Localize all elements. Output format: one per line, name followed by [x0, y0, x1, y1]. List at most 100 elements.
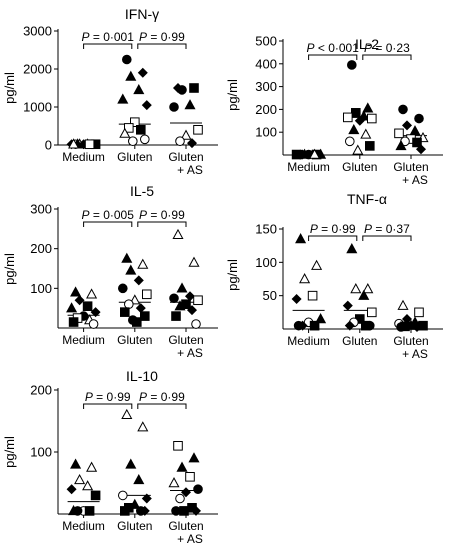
x-category-label: Medium	[287, 334, 330, 348]
significance-bracket	[362, 235, 412, 241]
p-value-label: P = 0·99	[139, 208, 185, 222]
data-point	[82, 301, 93, 311]
data-point	[297, 149, 308, 160]
data-point	[140, 134, 150, 145]
data-point	[179, 506, 189, 516]
data-point	[309, 148, 321, 159]
x-category-label: Gluten	[117, 519, 152, 533]
data-point	[74, 473, 86, 485]
x-category-label: Medium	[62, 519, 105, 533]
data-point	[141, 100, 152, 111]
significance-bracket	[308, 235, 358, 241]
data-point	[180, 129, 192, 140]
panel-title: TNF-α	[347, 191, 387, 207]
y-tick-label: 500	[255, 34, 277, 49]
x-category-label: + AS	[402, 347, 428, 361]
data-point	[193, 125, 203, 135]
data-point	[184, 291, 196, 302]
x-category-label: Gluten	[393, 160, 428, 174]
data-point	[401, 120, 413, 131]
x-category-label: Gluten	[168, 333, 203, 347]
significance-bracket	[83, 403, 133, 409]
y-tick-label: 50	[263, 288, 277, 303]
panel-ifn: IFN-γ pg/ml 0 1000 2000 3000 Medium Gluten Glute…	[2, 6, 218, 177]
data-point	[173, 441, 183, 451]
data-point	[367, 307, 377, 318]
p-value-label: P = 0·99	[139, 390, 185, 404]
data-point	[133, 275, 144, 286]
data-point	[360, 128, 372, 139]
data-point	[117, 93, 129, 104]
data-point	[120, 506, 130, 516]
data-point	[122, 54, 132, 65]
y-axis-label: pg/ml	[2, 253, 17, 285]
data-point	[118, 283, 128, 294]
data-point	[172, 228, 184, 239]
p-value-label: P = 0·99	[85, 390, 131, 404]
data-point	[140, 311, 150, 321]
y-tick-label: 200	[30, 383, 52, 398]
data-point	[176, 282, 188, 293]
data-point	[169, 102, 179, 112]
data-point	[137, 67, 148, 78]
y-tick-label: 150	[255, 222, 277, 237]
data-point	[132, 317, 142, 327]
y-tick-label: 400	[255, 56, 277, 71]
data-point	[291, 293, 302, 305]
data-point	[133, 83, 145, 95]
p-value-label: P = 0·005	[82, 208, 135, 222]
data-point	[90, 490, 101, 501]
data-point	[185, 472, 195, 482]
x-category-label: Gluten	[117, 333, 152, 347]
p-value-label: P = 0·37	[364, 222, 410, 236]
data-point	[186, 305, 198, 316]
data-point	[70, 458, 82, 469]
data-point	[141, 493, 152, 504]
data-point	[180, 487, 192, 498]
data-point	[411, 321, 423, 333]
data-point	[133, 473, 145, 485]
data-point	[121, 408, 133, 419]
data-point	[190, 505, 202, 516]
significance-bracket	[137, 221, 187, 227]
data-point	[345, 136, 355, 147]
data-point	[128, 136, 138, 146]
data-point	[409, 125, 421, 136]
data-point	[176, 461, 188, 472]
data-point	[414, 307, 424, 318]
data-point	[142, 289, 152, 300]
data-point	[351, 108, 361, 118]
data-point	[175, 136, 185, 146]
data-point	[184, 99, 196, 110]
data-point	[347, 60, 357, 70]
x-category-label: Gluten	[342, 160, 377, 174]
data-point	[365, 141, 375, 151]
panel-title: IL-2	[355, 36, 379, 52]
significance-bracket	[308, 54, 358, 60]
data-point	[188, 256, 200, 267]
y-axis-label: pg/ml	[2, 436, 17, 468]
p-value-label: P < 0·001	[307, 41, 360, 55]
y-tick-label: 1000	[23, 100, 52, 115]
y-axis-label: pg/ml	[225, 79, 240, 111]
data-point	[358, 289, 370, 300]
y-tick-label: 2000	[23, 62, 52, 77]
data-point	[193, 295, 203, 306]
data-point	[367, 113, 377, 124]
data-point	[395, 139, 407, 151]
data-point	[186, 138, 198, 149]
data-point	[352, 144, 364, 155]
data-point	[171, 506, 181, 516]
y-tick-label: 100	[255, 255, 277, 270]
data-point	[90, 307, 101, 318]
data-point	[398, 104, 408, 115]
x-category-label: Gluten	[117, 150, 152, 164]
data-point	[68, 317, 79, 327]
data-point	[189, 83, 199, 93]
y-tick-label: 100	[30, 445, 52, 460]
data-point	[168, 477, 180, 488]
data-point	[293, 320, 304, 331]
